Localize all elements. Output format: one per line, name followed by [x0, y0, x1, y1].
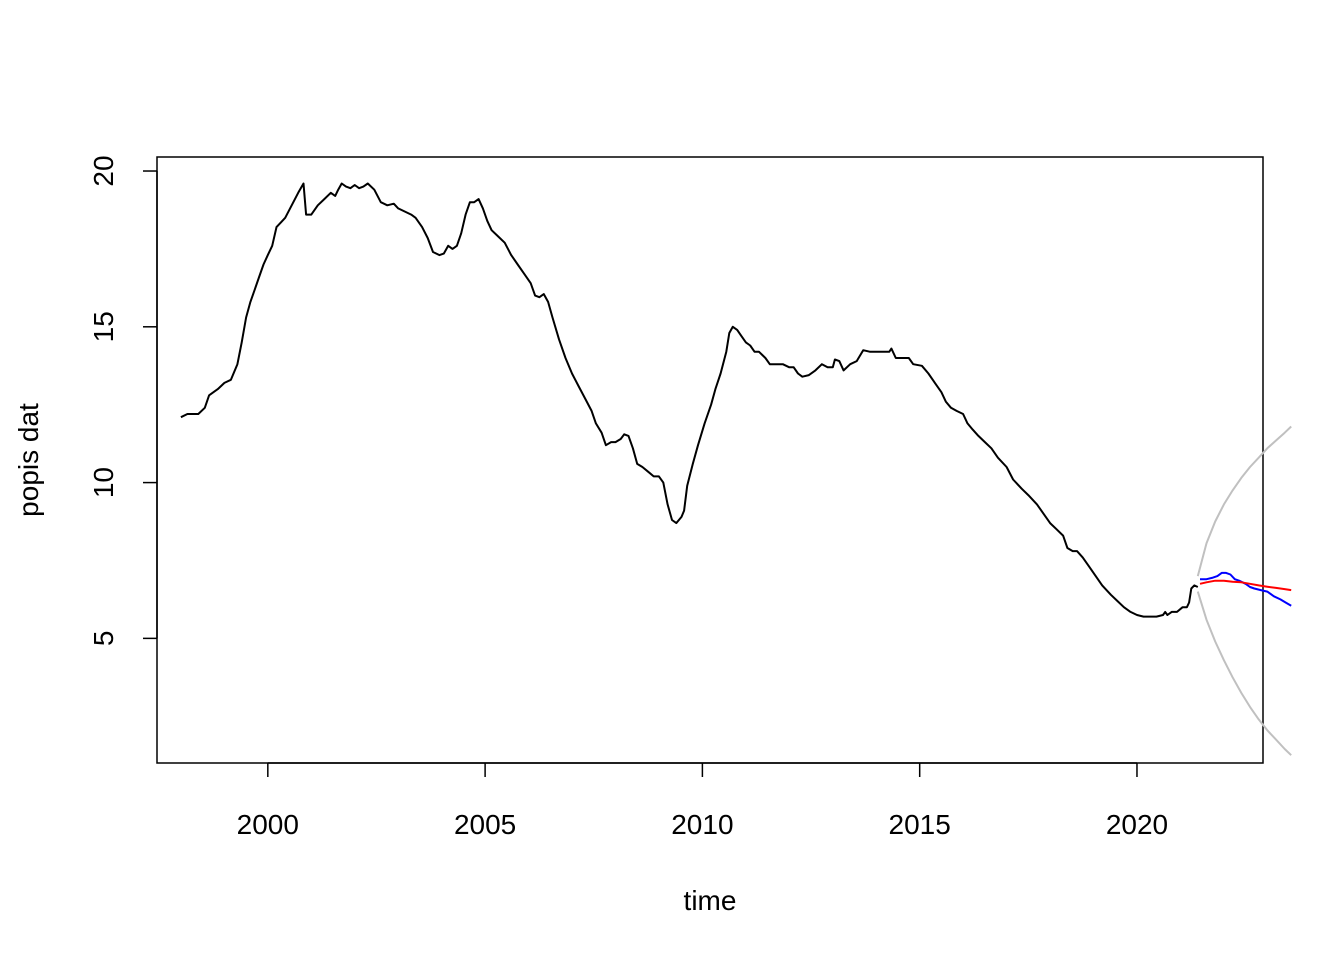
series-line-3 — [1200, 571, 1292, 607]
x-tick-label: 2020 — [1106, 809, 1168, 840]
series-line-4 — [1199, 579, 1292, 592]
y-tick-label: 20 — [88, 155, 119, 186]
series-line-2 — [1196, 591, 1292, 756]
series-line-0 — [180, 182, 1199, 618]
y-tick-label: 10 — [88, 467, 119, 498]
x-tick-label: 2005 — [454, 809, 516, 840]
x-tick-label: 2000 — [237, 809, 299, 840]
plot-frame — [156, 156, 1264, 764]
y-axis-label: popis dat — [13, 403, 44, 517]
y-tick-label: 5 — [88, 631, 119, 647]
y-tick-label: 15 — [88, 311, 119, 342]
series-layer — [180, 182, 1292, 756]
x-axis-label: time — [684, 885, 737, 916]
x-tick-label: 2015 — [889, 809, 951, 840]
y-axis: 5 10 15 20 — [88, 155, 158, 647]
x-tick-label: 2010 — [671, 809, 733, 840]
series-line-1 — [1196, 425, 1292, 577]
x-axis: 2000 2005 2010 2015 2020 — [237, 762, 1168, 840]
